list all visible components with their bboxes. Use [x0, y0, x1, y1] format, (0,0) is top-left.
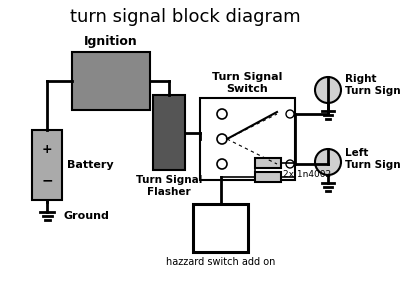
- Circle shape: [315, 149, 341, 175]
- Circle shape: [217, 134, 227, 144]
- Bar: [255, 172, 281, 182]
- Bar: [72, 52, 150, 110]
- Text: −: −: [41, 173, 53, 188]
- Text: Ignition: Ignition: [84, 35, 138, 48]
- Circle shape: [315, 77, 341, 103]
- Circle shape: [286, 160, 294, 168]
- Text: +: +: [42, 143, 52, 156]
- Bar: [193, 204, 248, 252]
- Text: hazzard switch add on: hazzard switch add on: [166, 257, 275, 267]
- Circle shape: [286, 110, 294, 118]
- Text: turn signal block diagram: turn signal block diagram: [70, 8, 300, 26]
- Bar: [255, 158, 281, 168]
- Bar: [200, 98, 295, 180]
- Bar: [32, 130, 62, 200]
- Circle shape: [217, 109, 227, 119]
- Text: Turn Signal
Switch: Turn Signal Switch: [212, 72, 283, 94]
- Text: Ground: Ground: [63, 211, 109, 221]
- Circle shape: [217, 159, 227, 169]
- Text: Right
Turn Signal: Right Turn Signal: [345, 74, 400, 96]
- Text: 2x 1n4002: 2x 1n4002: [283, 170, 331, 179]
- Bar: [153, 95, 185, 170]
- Text: Left
Turn Signal: Left Turn Signal: [345, 148, 400, 170]
- Text: Turn Signal
Flasher: Turn Signal Flasher: [136, 175, 202, 196]
- Text: Battery: Battery: [67, 160, 114, 170]
